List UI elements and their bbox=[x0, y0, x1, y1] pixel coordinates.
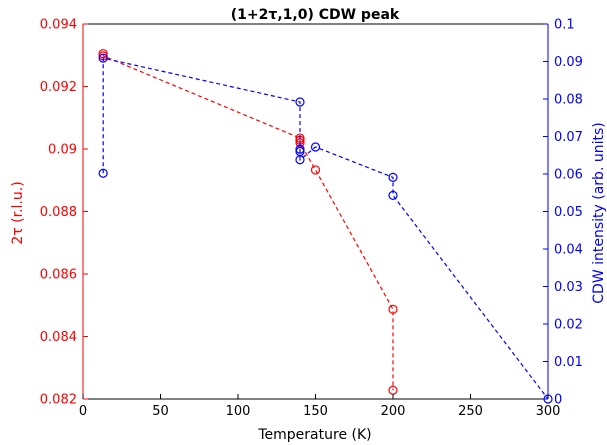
right-series-point bbox=[98, 53, 108, 63]
right-y-axis-label: CDW intensity (arb. units) bbox=[591, 122, 607, 303]
x-tick-label: 250 bbox=[458, 404, 483, 419]
left-y-axis-label: 2τ (r.l.u.) bbox=[10, 181, 26, 244]
left-y-tick-label: 0.094 bbox=[40, 18, 77, 33]
right-y-tick-label: 0.03 bbox=[554, 280, 583, 295]
right-series-point bbox=[295, 97, 305, 107]
right-y-tick-label: 0.04 bbox=[554, 243, 583, 258]
right-series-point bbox=[98, 168, 108, 178]
left-y-tick-label: 0.082 bbox=[40, 393, 77, 408]
x-tick-label: 300 bbox=[536, 404, 561, 419]
x-tick-label: 200 bbox=[381, 404, 406, 419]
left-y-tick-label: 0.086 bbox=[40, 268, 77, 283]
left-series-point bbox=[388, 304, 398, 314]
left-y-tick-label: 0.088 bbox=[40, 205, 77, 220]
x-tick-label: 50 bbox=[152, 404, 169, 419]
x-axis-label: Temperature (K) bbox=[257, 427, 371, 443]
chart-title: (1+2τ,1,0) CDW peak bbox=[231, 7, 400, 23]
ticks-layer: 0 50 100 150 200 250 300 0.082 0.084 0.086 0.088 0.… bbox=[40, 18, 583, 420]
right-y-tick-label: 0 bbox=[554, 393, 562, 408]
right-series-point bbox=[310, 142, 321, 152]
x-tick-label: 0 bbox=[79, 404, 87, 419]
left-y-tick-label: 0.084 bbox=[40, 330, 77, 345]
right-series-line bbox=[102, 57, 549, 400]
left-y-tick-label: 0.092 bbox=[40, 80, 77, 95]
right-y-tick-label: 0.09 bbox=[554, 55, 583, 70]
right-y-tick-label: 0.06 bbox=[554, 168, 583, 183]
right-y-tick-label: 0.07 bbox=[554, 130, 583, 145]
right-y-tick-label: 0.01 bbox=[554, 355, 583, 370]
left-y-tick-label: 0.09 bbox=[48, 143, 77, 158]
right-y-tick-label: 0.02 bbox=[554, 318, 583, 333]
right-series-point bbox=[388, 172, 398, 182]
right-series-point bbox=[295, 155, 305, 165]
x-tick-label: 100 bbox=[226, 404, 251, 419]
right-y-tick-label: 0.08 bbox=[554, 93, 583, 108]
right-y-tick-label: 0.05 bbox=[554, 205, 583, 220]
x-tick-label: 150 bbox=[303, 404, 328, 419]
right-y-tick-label: 0.1 bbox=[554, 18, 575, 33]
series-layer bbox=[98, 49, 553, 404]
left-series-point bbox=[310, 165, 321, 175]
right-series-point bbox=[388, 190, 398, 200]
